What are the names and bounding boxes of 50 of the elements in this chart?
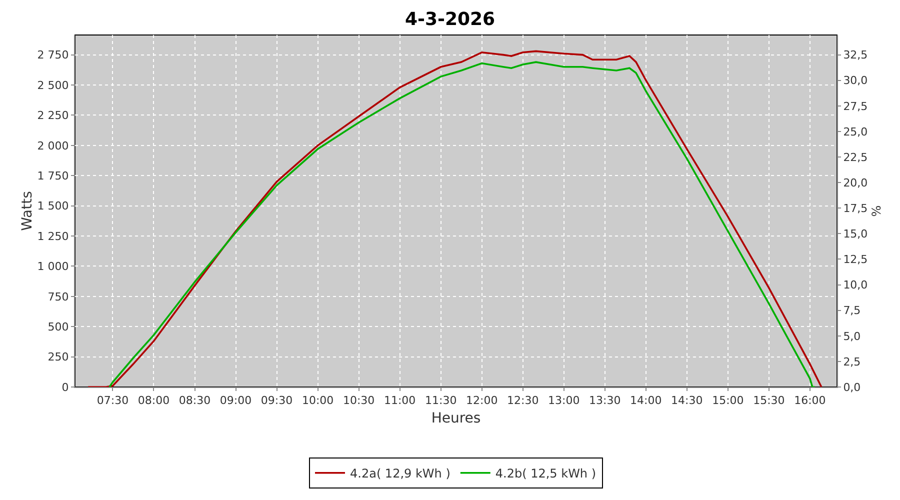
y2-tick-label: 5,0 — [843, 330, 861, 343]
x-tick-label: 15:30 — [753, 394, 785, 408]
x-tick-label: 09:30 — [260, 394, 293, 408]
x-tick-label: 08:00 — [138, 394, 170, 408]
y2-tick-label: 15,0 — [843, 228, 868, 241]
y-tick-label: 1 250 — [37, 230, 69, 243]
y-tick-label: 250 — [48, 350, 69, 364]
x-tick-label: 15:00 — [712, 394, 744, 408]
y2-tick-label: 7,5 — [843, 304, 861, 318]
y-tick-label: 2 750 — [37, 48, 69, 62]
x-tick-label: 13:00 — [548, 394, 580, 408]
y-tick-label: 1 000 — [37, 260, 69, 274]
y2-tick-label: 25,0 — [843, 125, 868, 138]
y2-tick-label: 22,5 — [843, 150, 868, 164]
y2-tick-label: 32,5 — [843, 48, 868, 62]
x-tick-label: 07:30 — [96, 394, 129, 408]
y2-tick-label: 20,0 — [843, 176, 868, 190]
legend-label: 4.2b( 12,5 kWh ) — [495, 466, 596, 481]
y2-tick-label: 17,5 — [843, 202, 868, 215]
y2-tick-label: 30,0 — [843, 74, 868, 88]
y-tick-label: 1 750 — [37, 169, 69, 182]
y-tick-label: 2 250 — [37, 109, 69, 122]
y-tick-label: 2 500 — [37, 78, 69, 92]
y-tick-label: 500 — [48, 320, 69, 334]
x-tick-label: 11:00 — [384, 394, 416, 408]
y-tick-label: 2 000 — [37, 139, 69, 152]
y-tick-label: 750 — [48, 290, 69, 304]
chart-title: 4-3-2026 — [404, 9, 496, 30]
x-tick-label: 10:00 — [302, 394, 334, 408]
y2-tick-label: 2,5 — [843, 355, 861, 368]
y2-axis-title: % — [870, 205, 884, 217]
x-tick-label: 12:30 — [507, 394, 539, 408]
y2-tick-label: 27,5 — [843, 100, 868, 113]
y-axis-title: Watts — [19, 191, 36, 231]
x-axis-title: Heures — [431, 410, 481, 426]
x-tick-label: 12:00 — [466, 394, 498, 408]
y2-tick-label: 10,0 — [843, 278, 868, 292]
y-tick-label: 1 500 — [37, 200, 69, 213]
x-tick-label: 13:30 — [589, 394, 621, 408]
x-tick-label: 08:30 — [178, 394, 211, 408]
x-tick-label: 09:00 — [220, 394, 252, 408]
y2-tick-label: 0,0 — [843, 380, 861, 394]
y-tick-label: 0 — [62, 380, 69, 394]
y2-tick-label: 12,5 — [843, 253, 868, 266]
x-tick-label: 16:00 — [794, 394, 826, 408]
x-tick-label: 14:30 — [671, 394, 703, 408]
x-tick-label: 10:30 — [342, 394, 375, 408]
legend-label: 4.2a( 12,9 kWh ) — [350, 466, 450, 481]
x-tick-label: 11:30 — [424, 394, 457, 408]
x-tick-label: 14:00 — [630, 394, 662, 408]
